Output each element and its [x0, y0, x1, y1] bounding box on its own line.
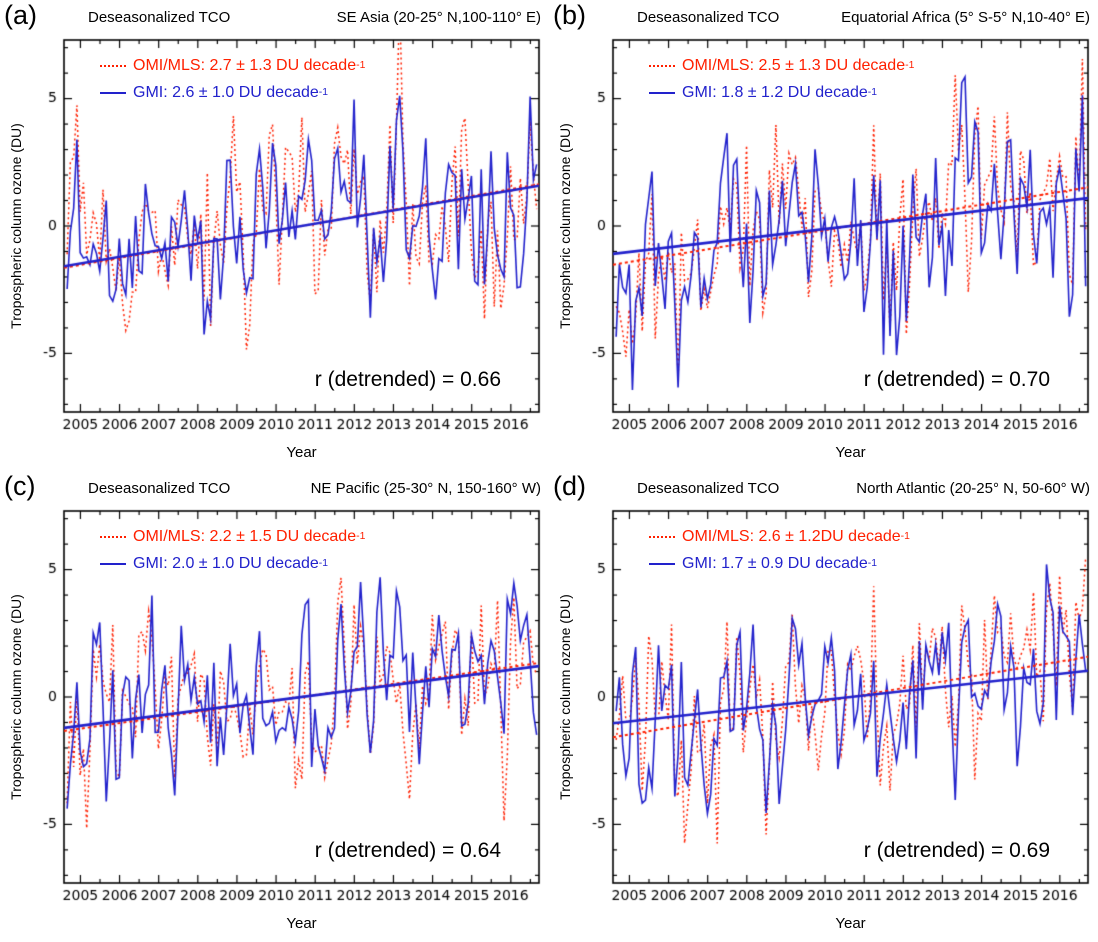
x-axis-label: Year [286, 915, 317, 932]
legend: OMI/MLS: 2.7 ± 1.3 DU decade -1 GMI: 2.6 … [100, 52, 365, 106]
chart-canvas [549, 30, 1098, 440]
legend-omi-label: OMI/MLS: 2.5 ± 1.3 DU decade [682, 57, 906, 74]
x-axis-label: Year [835, 915, 866, 932]
correlation-label: r (detrended) = 0.70 [863, 368, 1050, 391]
panel-title-row: Deseasonalized TCO NE Pacific (25-30° N,… [88, 480, 541, 497]
legend-entry-gmi: GMI: 1.7 ± 0.9 DU decade -1 [649, 550, 910, 577]
panel-letter: (c) [4, 471, 36, 501]
panel-title: Deseasonalized TCO [637, 480, 780, 497]
panel-title: Deseasonalized TCO [88, 480, 231, 497]
panel-title: Deseasonalized TCO [637, 9, 780, 26]
omi-line-sample-icon [649, 64, 675, 67]
legend-omi-label: OMI/MLS: 2.6 ± 1.2DU decade [682, 528, 901, 545]
legend-gmi-label: GMI: 1.8 ± 1.2 DU decade [682, 84, 868, 101]
legend-omi-label: OMI/MLS: 2.7 ± 1.3 DU decade [133, 57, 357, 74]
gmi-line-sample-icon [649, 562, 675, 565]
legend-entry-omi: OMI/MLS: 2.5 ± 1.3 DU decade -1 [649, 52, 914, 79]
gmi-line-sample-icon [649, 91, 675, 94]
legend-gmi-exponent: -1 [318, 87, 329, 98]
legend-gmi-label: GMI: 1.7 ± 0.9 DU decade [682, 555, 868, 572]
legend-entry-gmi: GMI: 2.0 ± 1.0 DU decade -1 [100, 550, 365, 577]
panel-letter: (d) [553, 471, 586, 501]
chart-canvas [0, 30, 549, 440]
legend: OMI/MLS: 2.2 ± 1.5 DU decade -1 GMI: 2.0 … [100, 523, 365, 577]
panel-title-row: Deseasonalized TCO Equatorial Africa (5°… [637, 9, 1090, 26]
legend-entry-omi: OMI/MLS: 2.7 ± 1.3 DU decade -1 [100, 52, 365, 79]
correlation-label: r (detrended) = 0.64 [314, 839, 501, 862]
panel-title-row: Deseasonalized TCO SE Asia (20-25° N,100… [88, 9, 541, 26]
omi-line-sample-icon [649, 535, 675, 538]
legend-omi-exponent: -1 [900, 531, 910, 542]
correlation-label: r (detrended) = 0.69 [863, 839, 1050, 862]
panel-b: (b) Deseasonalized TCO Equatorial Africa… [549, 0, 1098, 471]
omi-line-sample-icon [100, 64, 126, 67]
legend-gmi-label: GMI: 2.6 ± 1.0 DU decade [133, 84, 319, 101]
legend: OMI/MLS: 2.5 ± 1.3 DU decade -1 GMI: 1.8 … [649, 52, 914, 106]
panel-region-title: North Atlantic (20-25° N, 50-60° W) [856, 480, 1090, 497]
panel-title-row: Deseasonalized TCO North Atlantic (20-25… [637, 480, 1090, 497]
panel-d: (d) Deseasonalized TCO North Atlantic (2… [549, 471, 1098, 942]
x-axis-label: Year [286, 444, 317, 461]
panel-region-title: SE Asia (20-25° N,100-110° E) [336, 9, 541, 26]
panel-letter: (b) [553, 0, 586, 30]
legend: OMI/MLS: 2.6 ± 1.2DU decade -1 GMI: 1.7 ±… [649, 523, 910, 577]
x-axis-label: Year [835, 444, 866, 461]
legend-omi-exponent: -1 [356, 60, 366, 71]
legend-gmi-exponent: -1 [318, 558, 329, 569]
legend-gmi-label: GMI: 2.0 ± 1.0 DU decade [133, 555, 319, 572]
legend-omi-exponent: -1 [356, 531, 366, 542]
correlation-label: r (detrended) = 0.66 [314, 368, 501, 391]
omi-line-sample-icon [100, 535, 126, 538]
gmi-line-sample-icon [100, 91, 126, 94]
chart-canvas [549, 501, 1098, 911]
gmi-line-sample-icon [100, 562, 126, 565]
panel-a: (a) Deseasonalized TCO SE Asia (20-25° N… [0, 0, 549, 471]
panel-region-title: Equatorial Africa (5° S-5° N,10-40° E) [841, 9, 1090, 26]
panel-c: (c) Deseasonalized TCO NE Pacific (25-30… [0, 471, 549, 942]
legend-entry-gmi: GMI: 1.8 ± 1.2 DU decade -1 [649, 79, 914, 106]
legend-omi-label: OMI/MLS: 2.2 ± 1.5 DU decade [133, 528, 357, 545]
chart-canvas [0, 501, 549, 911]
legend-gmi-exponent: -1 [867, 558, 878, 569]
legend-entry-omi: OMI/MLS: 2.2 ± 1.5 DU decade -1 [100, 523, 365, 550]
legend-entry-gmi: GMI: 2.6 ± 1.0 DU decade -1 [100, 79, 365, 106]
panel-region-title: NE Pacific (25-30° N, 150-160° W) [310, 480, 541, 497]
panel-title: Deseasonalized TCO [88, 9, 231, 26]
legend-gmi-exponent: -1 [867, 87, 878, 98]
legend-omi-exponent: -1 [905, 60, 915, 71]
panel-letter: (a) [4, 0, 37, 30]
legend-entry-omi: OMI/MLS: 2.6 ± 1.2DU decade -1 [649, 523, 910, 550]
